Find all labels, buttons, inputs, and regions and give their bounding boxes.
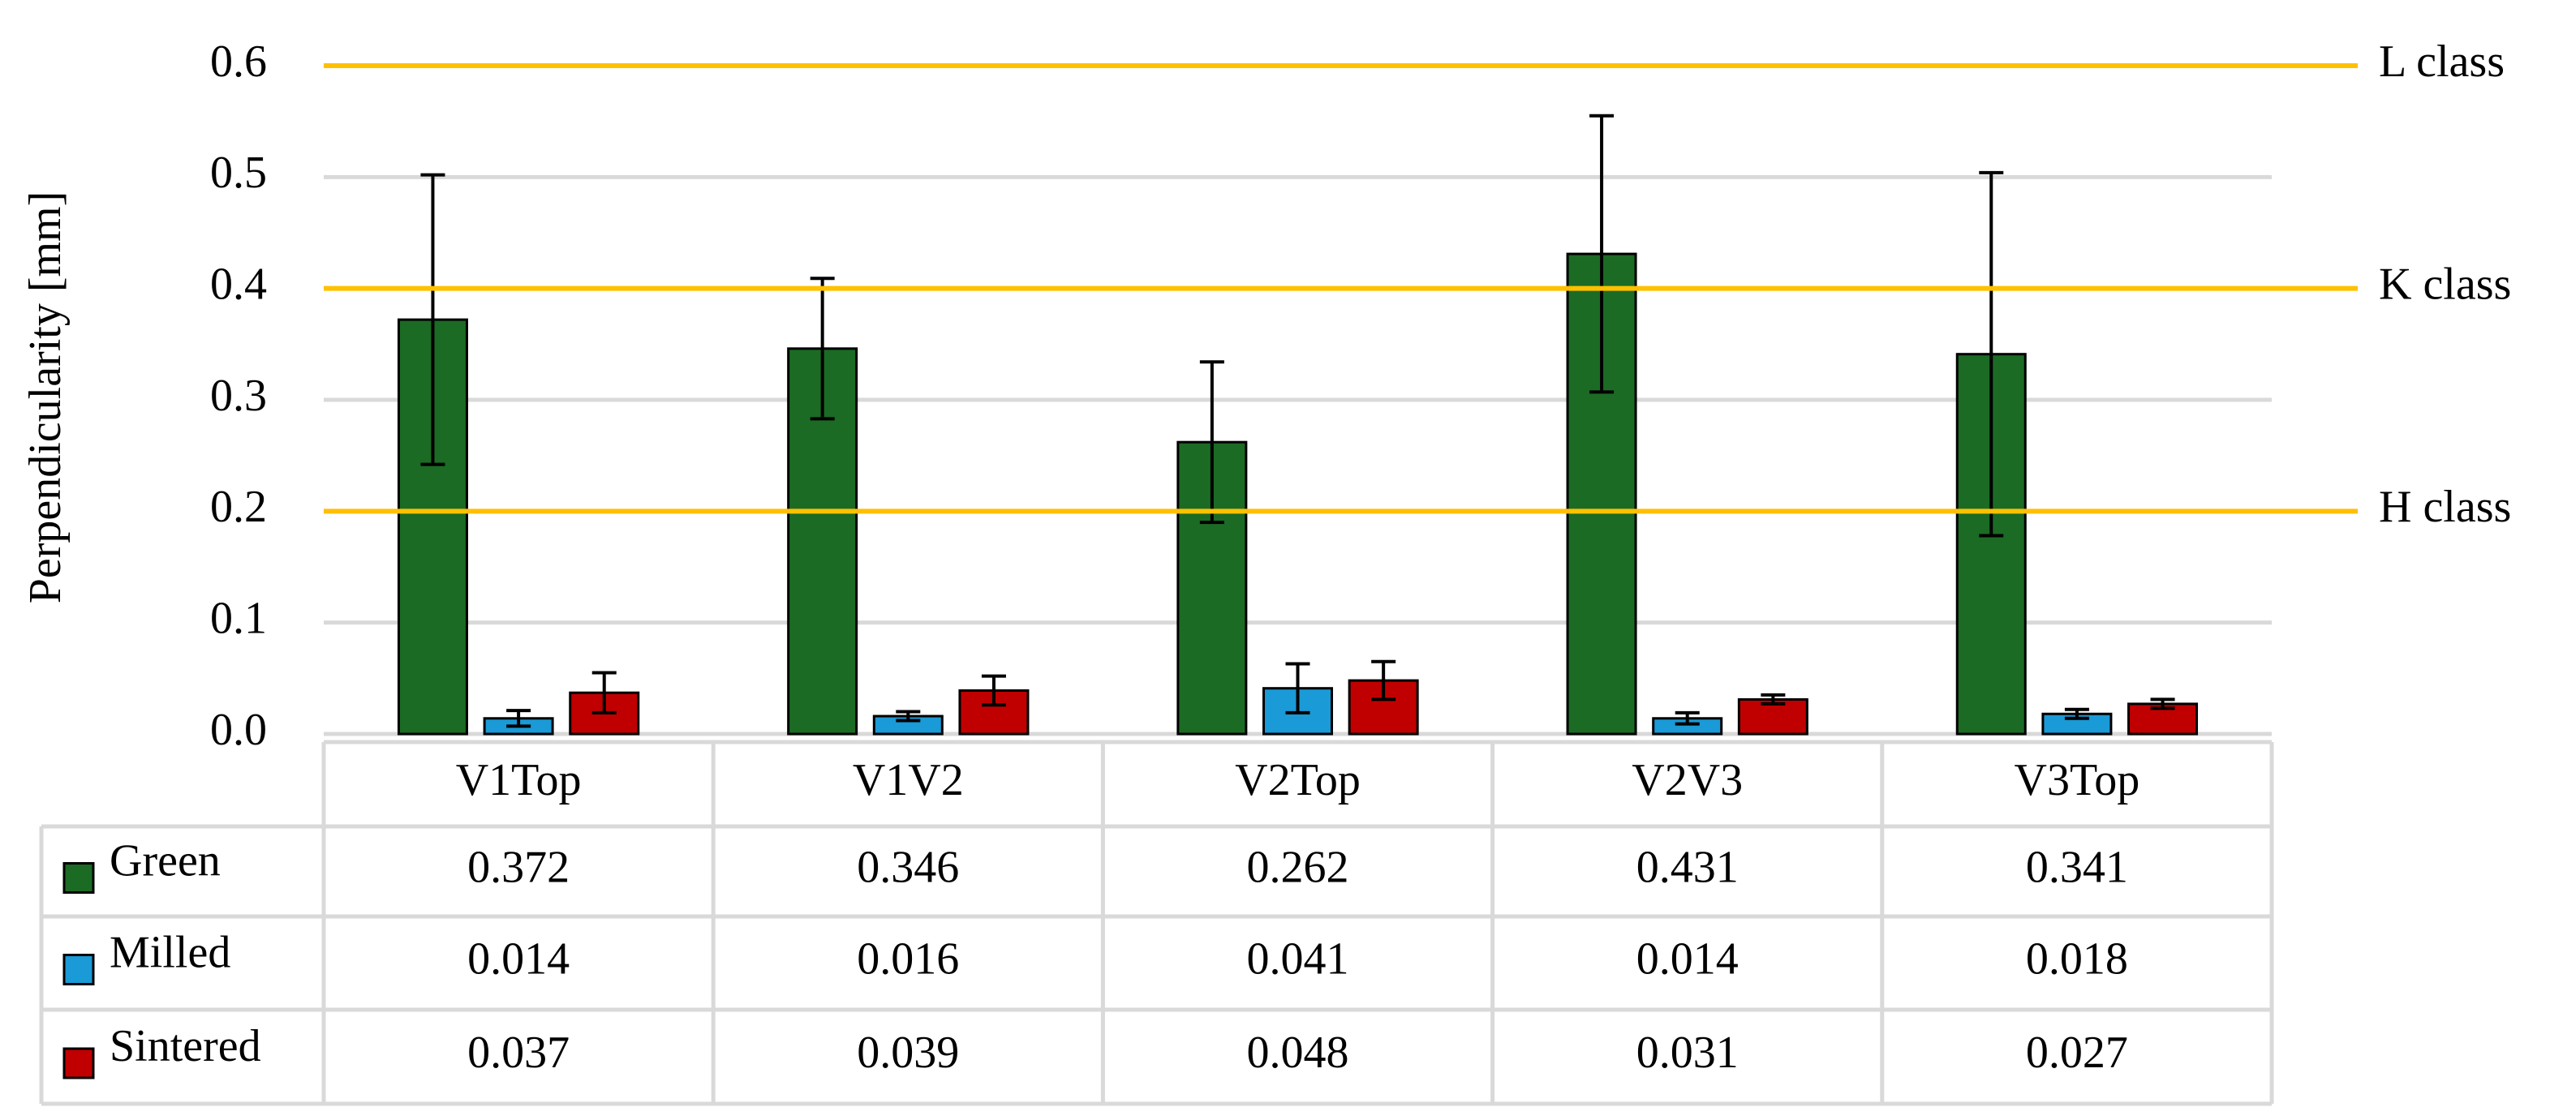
legend-label: Green: [110, 835, 221, 886]
x-tick-label: V1V2: [853, 755, 964, 805]
table-cell: 0.039: [857, 1028, 959, 1078]
table-cell: 0.016: [857, 933, 959, 984]
error-bar: [1761, 693, 1786, 706]
table-cell: 0.346: [857, 842, 959, 892]
table-cell: 0.048: [1247, 1028, 1349, 1078]
table-cell: 0.041: [1247, 933, 1349, 984]
error-bar: [2150, 697, 2175, 710]
error-bar: [1675, 710, 1700, 726]
error-bar: [981, 674, 1006, 707]
legend-swatch: [62, 954, 95, 985]
reference-label: H class: [2379, 482, 2511, 532]
y-tick-label: 0.5: [210, 148, 267, 198]
error-bar: [896, 710, 921, 723]
y-tick-label: 0.4: [210, 260, 267, 310]
table-cell: 0.341: [2026, 842, 2128, 892]
y-tick-label: 0.1: [210, 594, 267, 644]
table-cell: 0.372: [467, 842, 570, 892]
error-bar: [1285, 662, 1310, 714]
table-cell: 0.031: [1636, 1028, 1739, 1078]
y-tick-label: 0.6: [210, 36, 267, 87]
error-bar: [420, 173, 445, 466]
y-axis-title: Perpendicularity [mm]: [20, 191, 71, 604]
error-bar: [506, 709, 531, 728]
y-tick-label: 0.3: [210, 371, 267, 421]
table-cell: 0.431: [1636, 842, 1739, 892]
error-bar: [591, 671, 617, 714]
error-bar: [1979, 170, 2004, 538]
x-tick-label: V2Top: [1235, 755, 1361, 805]
error-bar: [1371, 659, 1396, 702]
error-bar: [1199, 360, 1224, 525]
x-tick-label: V1Top: [456, 755, 582, 805]
x-tick-label: V3Top: [2015, 755, 2140, 805]
table-cell: 0.018: [2026, 933, 2128, 984]
legend-swatch: [62, 1047, 95, 1079]
table-cell: 0.037: [467, 1028, 570, 1078]
table-cell: 0.027: [2026, 1028, 2128, 1078]
error-bar: [1589, 114, 1615, 394]
table-cell: 0.014: [467, 933, 570, 984]
error-bar: [810, 277, 835, 421]
table-cell: 0.014: [1636, 933, 1739, 984]
legend-label: Milled: [110, 927, 230, 977]
error-bar: [2064, 707, 2089, 720]
y-tick-label: 0.0: [210, 705, 267, 755]
legend-label: Sintered: [110, 1021, 261, 1071]
y-tick-label: 0.2: [210, 482, 267, 532]
legend-swatch: [62, 862, 95, 894]
reference-label: K class: [2379, 260, 2511, 310]
x-tick-label: V2V3: [1632, 755, 1743, 805]
reference-label: L class: [2379, 36, 2505, 87]
table-cell: 0.262: [1247, 842, 1349, 892]
